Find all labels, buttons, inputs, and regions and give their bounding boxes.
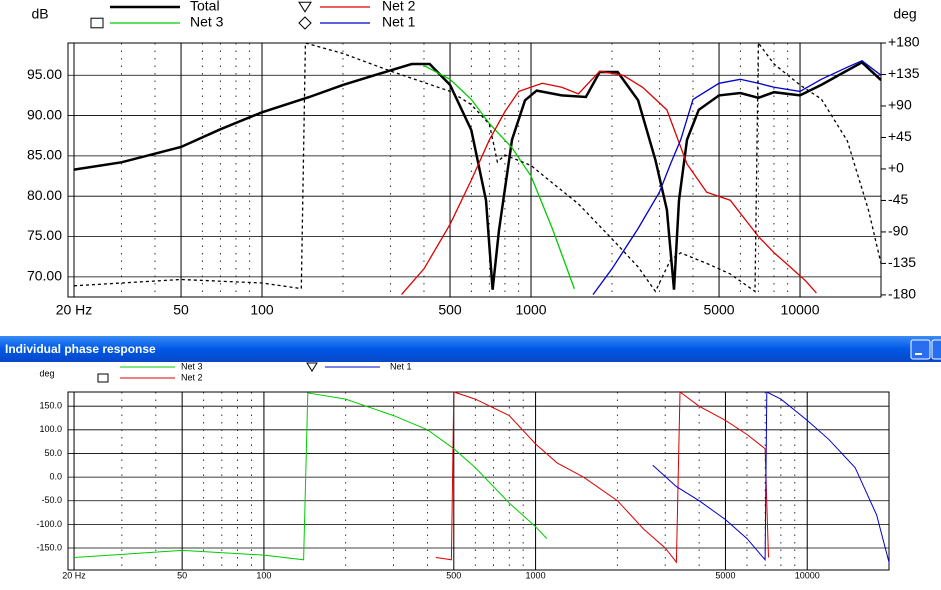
series-line <box>435 391 769 564</box>
y-tick-label: -100.0 <box>36 519 62 529</box>
maximize-button[interactable] <box>931 339 941 360</box>
x-tick-label: 10000 <box>795 570 820 580</box>
y-axis-label: deg <box>39 368 54 378</box>
x-tick-label: 20 Hz <box>56 302 93 318</box>
y-tick-label: 90.00 <box>27 106 62 122</box>
title-bar <box>0 336 941 362</box>
legend-label: Net 1 <box>382 14 416 30</box>
legend-label: Net 3 <box>190 14 224 30</box>
series-line <box>592 59 882 295</box>
legend-label: Net 3 <box>181 361 203 371</box>
y2-tick-label: +90 <box>888 97 912 113</box>
legend-label: Net 2 <box>382 0 416 14</box>
y-tick-label: 70.00 <box>27 268 62 284</box>
y2-tick-label: -135 <box>888 254 916 270</box>
y-tick-label: 95.00 <box>27 66 62 82</box>
y2-tick-label: -180 <box>888 286 916 302</box>
x-tick-label: 20 Hz <box>62 570 86 580</box>
y-tick-label: -50.0 <box>41 495 62 505</box>
y2-tick-label: +180 <box>888 34 920 50</box>
series-line <box>401 70 817 296</box>
y-tick-label: 80.00 <box>27 187 62 203</box>
y-tick-label: 50.0 <box>44 448 62 458</box>
y-tick-label: -150.0 <box>36 542 62 552</box>
x-tick-label: 10000 <box>781 302 820 318</box>
y-tick-label: 0.0 <box>49 471 62 481</box>
series-line <box>73 60 882 290</box>
minimize-button[interactable] <box>910 339 931 360</box>
y2-tick-label: -90 <box>888 223 908 239</box>
x-tick-label: 500 <box>438 302 462 318</box>
x-tick-label: 50 <box>173 302 189 318</box>
legend-marker <box>298 16 312 30</box>
plot-frame <box>67 391 890 571</box>
y-axis-label: dB <box>31 6 48 22</box>
series-line <box>74 392 548 561</box>
y-tick-label: 150.0 <box>39 401 62 411</box>
x-tick-label: 1000 <box>526 570 546 580</box>
legend-marker <box>90 17 104 29</box>
x-tick-label: 5000 <box>715 570 735 580</box>
phase-chart: 20 Hz 50 100 500 1000 5000 10000 -150.0 -100.0 -5… <box>36 361 890 580</box>
plot-frame <box>67 42 882 298</box>
legend-label: Total <box>190 0 220 14</box>
series-line <box>652 391 890 563</box>
x-tick-label: 50 <box>177 570 187 580</box>
x-tick-label: 5000 <box>703 302 734 318</box>
x-tick-label: 1000 <box>515 302 546 318</box>
legend-marker <box>298 1 312 13</box>
legend-label: Net 2 <box>181 372 203 382</box>
legend-marker <box>306 362 318 372</box>
x-tick-label: 100 <box>250 302 274 318</box>
series-line <box>73 41 882 293</box>
response-chart: 20 Hz 50 100 500 1000 5000 10000 70.00 75.00 80.0… <box>27 0 920 318</box>
x-tick-label: 100 <box>256 570 271 580</box>
plot-area <box>68 392 889 570</box>
legend-label: Net 1 <box>390 361 412 371</box>
y2-tick-label: +45 <box>888 128 912 144</box>
y2-tick-label: +0 <box>888 160 904 176</box>
y-tick-label: 75.00 <box>27 227 62 243</box>
y2-axis-label: deg <box>893 6 916 22</box>
y2-tick-label: -45 <box>888 191 908 207</box>
window-title: Individual phase response <box>5 342 156 356</box>
series-line <box>423 65 576 290</box>
y-tick-label: 100.0 <box>39 424 62 434</box>
x-tick-label: 500 <box>446 570 461 580</box>
legend-marker <box>97 373 109 383</box>
y2-tick-label: +135 <box>888 65 920 81</box>
y-tick-label: 85.00 <box>27 147 62 163</box>
plot-area <box>68 43 881 297</box>
